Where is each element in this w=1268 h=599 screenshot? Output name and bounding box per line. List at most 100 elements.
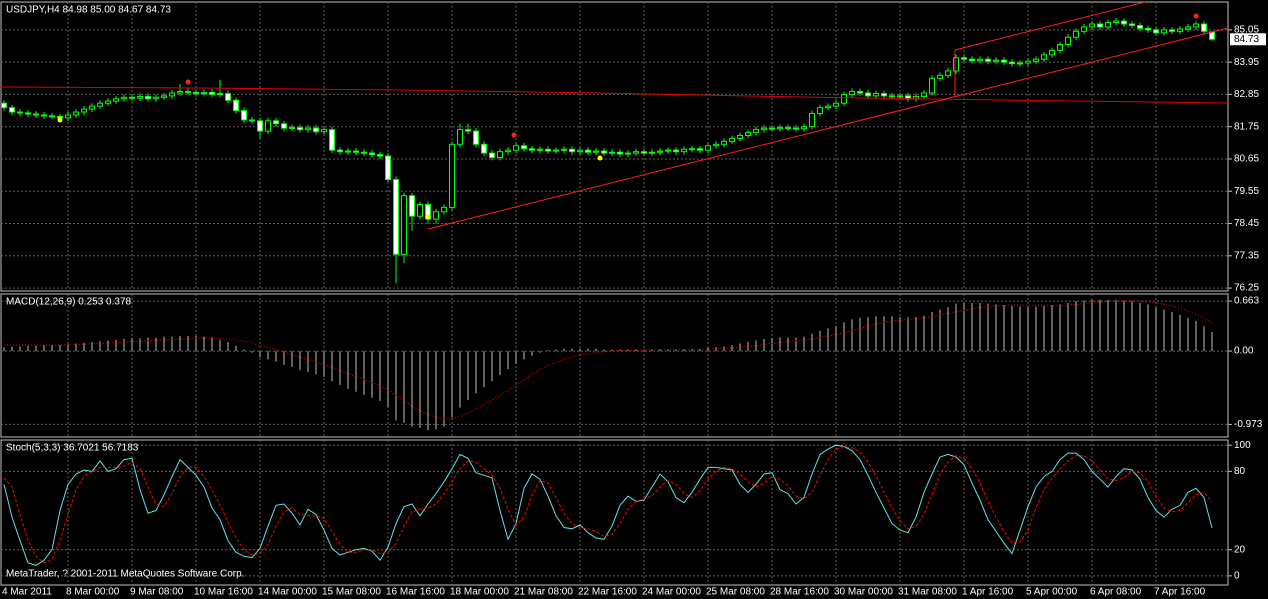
candle-body (1073, 30, 1079, 38)
x-tick-label: 1 Apr 16:00 (962, 587, 1014, 598)
candle-body (921, 92, 927, 97)
candle-body (1209, 31, 1215, 40)
y-tick-label: 0.00 (1234, 346, 1254, 357)
candle-body (649, 151, 655, 154)
x-tick-label: 10 Mar 16:00 (194, 587, 253, 598)
y-tick-label: 78.45 (1234, 218, 1259, 229)
x-tick-label: 22 Mar 16:00 (578, 587, 637, 598)
candle-body (569, 148, 575, 153)
x-tick-label: 4 Mar 2011 (2, 587, 52, 598)
candle-body (889, 95, 895, 98)
candle-body (841, 93, 847, 104)
candle-body (449, 143, 455, 208)
candle-body (1121, 20, 1127, 25)
candle-body (697, 148, 703, 151)
candle-body (993, 59, 999, 62)
candle-body (497, 151, 503, 159)
candle-body (1057, 44, 1063, 51)
candle-body (185, 90, 191, 93)
candle-body (793, 127, 799, 130)
y-tick-label: 80.65 (1234, 154, 1259, 165)
candle-body (121, 96, 127, 100)
candle-body (33, 113, 39, 116)
candle-body (145, 95, 151, 100)
candle-body (209, 91, 215, 95)
candle-body (361, 151, 367, 154)
candle-body (273, 120, 279, 125)
y-tick-label: 100 (1234, 440, 1251, 451)
candle-body (769, 127, 775, 130)
y-tick-label: 20 (1234, 544, 1246, 555)
candle-body (1193, 23, 1199, 28)
candle-body (721, 140, 727, 145)
candle-body (521, 145, 527, 150)
candle-body (441, 206, 447, 213)
candle-body (1009, 61, 1015, 65)
candle-body (265, 120, 271, 132)
candle-body (825, 105, 831, 109)
x-tick-label: 9 Mar 08:00 (130, 587, 184, 598)
candle-body (1105, 22, 1111, 28)
candle-body (313, 127, 319, 133)
candle-body (401, 195, 407, 255)
candle-body (1001, 59, 1007, 63)
indicator-line (3, 445, 1213, 564)
candle-body (377, 154, 383, 157)
candle-body (561, 148, 567, 151)
y-tick-label: 80 (1234, 466, 1246, 477)
candle-body (345, 150, 351, 153)
candle-body (337, 149, 343, 153)
y-tick-label: 83.95 (1234, 57, 1259, 68)
candle-body (153, 96, 159, 100)
candle-body (873, 93, 879, 97)
candle-body (353, 150, 359, 153)
candle-body (433, 211, 439, 220)
candle-body (233, 99, 239, 112)
panel-frame (0, 1, 1229, 292)
candle-body (945, 70, 951, 76)
candle-body (969, 58, 975, 62)
candle-body (1025, 60, 1031, 64)
x-tick-label: 15 Mar 08:00 (322, 587, 381, 598)
candle-body (513, 145, 519, 151)
x-tick-label: 16 Mar 16:00 (386, 587, 445, 598)
candle-body (745, 132, 751, 136)
y-tick-label: 0.663 (1234, 296, 1259, 307)
y-tick-label: 0 (1234, 570, 1240, 581)
candle-body (761, 127, 767, 131)
y-tick-label: 85.05 (1234, 25, 1259, 36)
candle-body (857, 90, 863, 94)
trend-line (427, 27, 1229, 230)
candle-body (937, 74, 943, 79)
y-tick-label: 76.25 (1234, 283, 1259, 294)
y-tick-label: 77.35 (1234, 250, 1259, 261)
candle-body (809, 112, 815, 128)
candle-body (129, 96, 135, 99)
candle-body (553, 149, 559, 152)
candle-body (665, 149, 671, 152)
candle-body (737, 134, 743, 139)
y-tick-label: -0.973 (1234, 419, 1263, 430)
candle-body (529, 148, 535, 151)
candle-body (1137, 24, 1143, 29)
x-tick-label: 6 Apr 08:00 (1090, 587, 1142, 598)
candle-body (617, 151, 623, 155)
candle-body (1153, 29, 1159, 34)
trend-line (954, 1, 1146, 51)
candle-body (289, 127, 295, 130)
copyright: MetaTrader, ? 2001-2011 MetaQuotes Softw… (6, 569, 244, 580)
candle-body (633, 151, 639, 154)
panel-title: MACD(12,26,9) 0.253 0.378 (6, 297, 132, 308)
candle-body (1089, 23, 1095, 28)
candle-body (249, 119, 255, 122)
candle-body (713, 143, 719, 147)
candle-body (545, 148, 551, 152)
candle-body (609, 151, 615, 154)
candle-body (601, 150, 607, 154)
x-tick-label: 5 Apr 00:00 (1026, 587, 1078, 598)
candle-body (1201, 23, 1207, 32)
candle-body (537, 148, 543, 151)
